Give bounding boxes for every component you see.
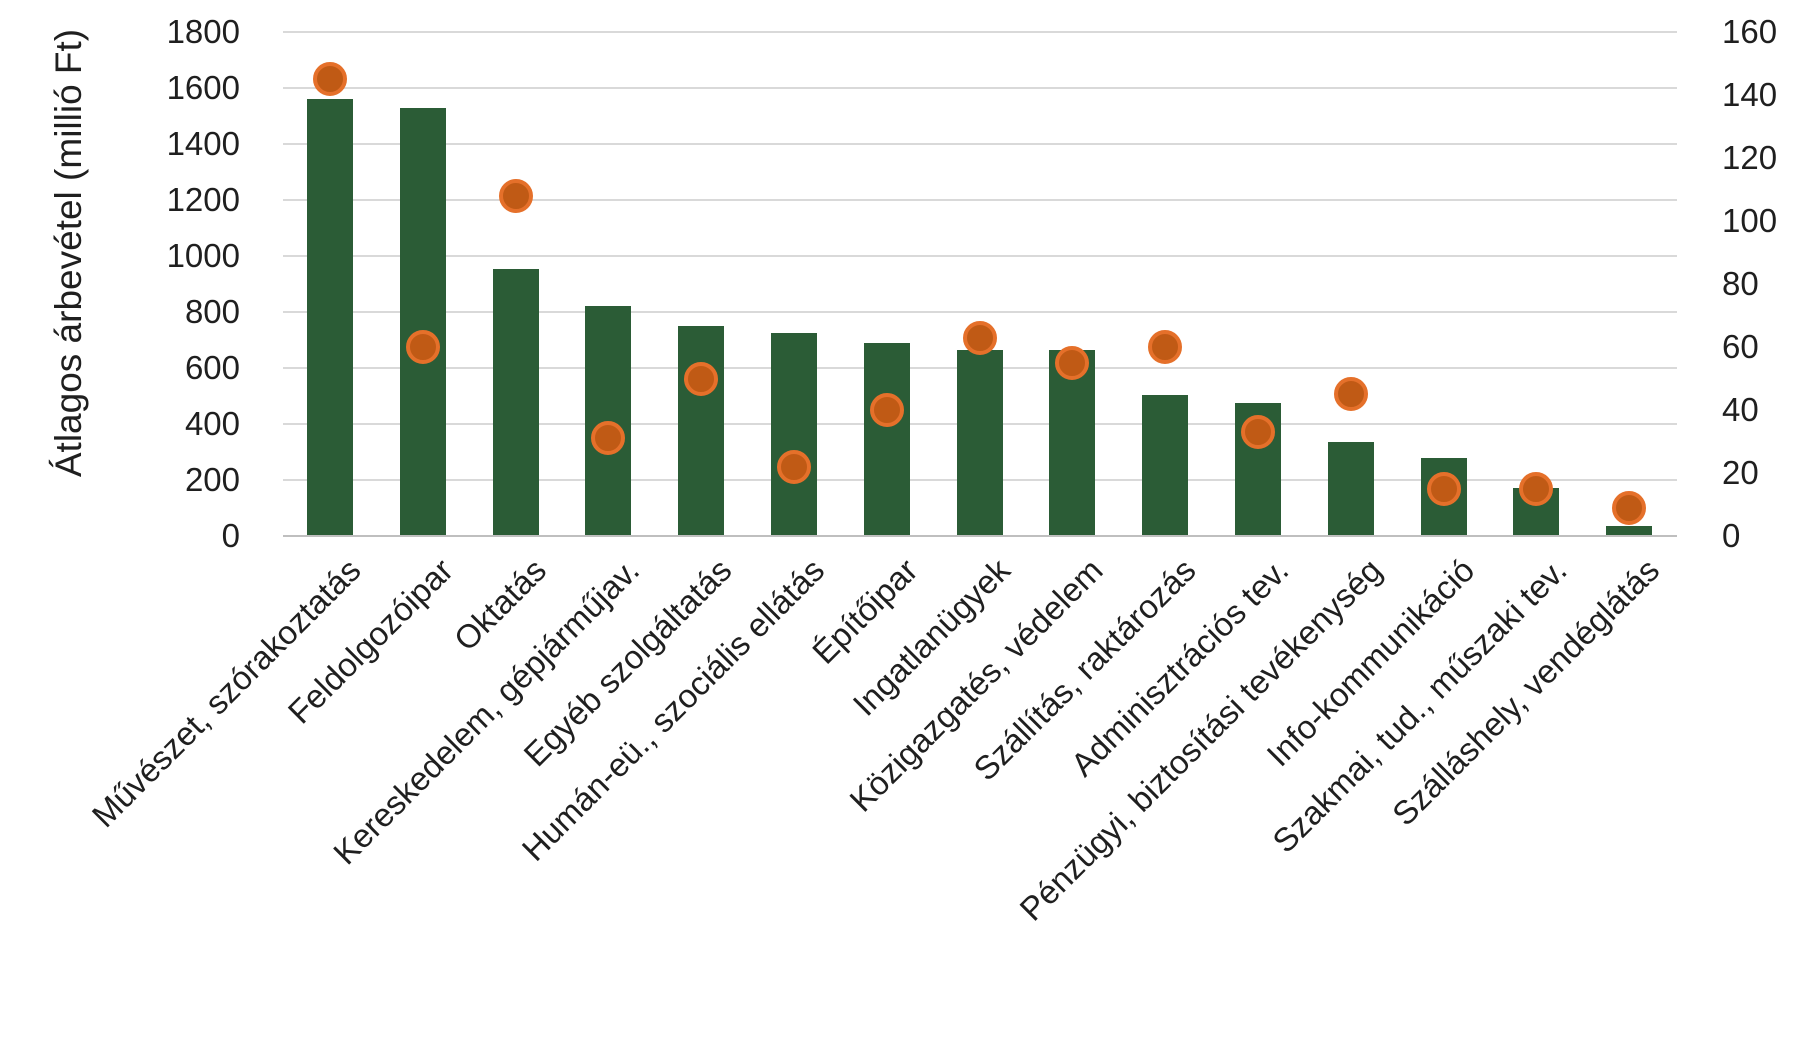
right-axis-tick: 80 <box>1722 265 1759 302</box>
scatter-dot <box>1055 345 1090 380</box>
bar <box>585 306 632 536</box>
scatter-dot <box>1426 471 1461 506</box>
left-axis-tick: 1800 <box>166 13 240 50</box>
plot-area <box>283 31 1677 537</box>
left-axis-tick: 400 <box>184 405 240 442</box>
left-axis-tick: 1600 <box>166 69 240 106</box>
left-axis-tick: 1200 <box>166 181 240 218</box>
gridline <box>283 87 1677 89</box>
bar <box>1049 349 1096 536</box>
right-axis-tick: 160 <box>1722 13 1778 50</box>
gridline <box>283 311 1677 313</box>
bar <box>1142 394 1189 536</box>
scatter-dot <box>1241 415 1275 450</box>
scatter-dot <box>684 361 719 396</box>
bar <box>399 107 446 536</box>
bar <box>307 99 353 536</box>
right-axis-tick: 100 <box>1722 202 1778 239</box>
right-axis-tick: 20 <box>1722 454 1759 491</box>
gridline <box>283 199 1677 201</box>
scatter-dot <box>498 178 533 213</box>
bar <box>678 326 725 536</box>
right-axis-tick: 140 <box>1722 76 1778 113</box>
scatter-dot <box>1519 471 1554 506</box>
gridline <box>283 31 1677 33</box>
left-axis-tick: 800 <box>184 293 240 330</box>
scatter-dot <box>1333 377 1368 412</box>
left-axis-tick: 0 <box>221 517 240 554</box>
scatter-dot <box>869 393 904 427</box>
x-axis-line <box>283 535 1677 537</box>
scatter-dot <box>777 449 811 484</box>
bar <box>956 349 1003 536</box>
left-axis-tick: 1000 <box>166 237 240 274</box>
scatter-dot <box>313 62 347 97</box>
bar <box>492 268 539 536</box>
gridline <box>283 255 1677 257</box>
scatter-dot <box>1612 490 1647 525</box>
right-axis-tick: 60 <box>1722 328 1759 365</box>
right-axis-tick: 0 <box>1722 517 1741 554</box>
scatter-dot <box>405 330 440 364</box>
bar <box>771 333 817 536</box>
scatter-dot <box>1148 330 1183 364</box>
right-axis-tick: 40 <box>1722 391 1759 428</box>
bar <box>863 342 910 536</box>
right-axis-tick: 120 <box>1722 139 1778 176</box>
left-axis-tick: 200 <box>184 461 240 498</box>
bar <box>1327 442 1374 536</box>
scatter-dot <box>591 421 626 456</box>
category-label: Feldolgozóipar <box>281 551 461 731</box>
gridline <box>283 143 1677 145</box>
left-axis-tick: 1400 <box>166 125 240 162</box>
scatter-dot <box>962 320 997 355</box>
bar <box>1606 526 1653 536</box>
left-axis-tick: 600 <box>184 349 240 386</box>
